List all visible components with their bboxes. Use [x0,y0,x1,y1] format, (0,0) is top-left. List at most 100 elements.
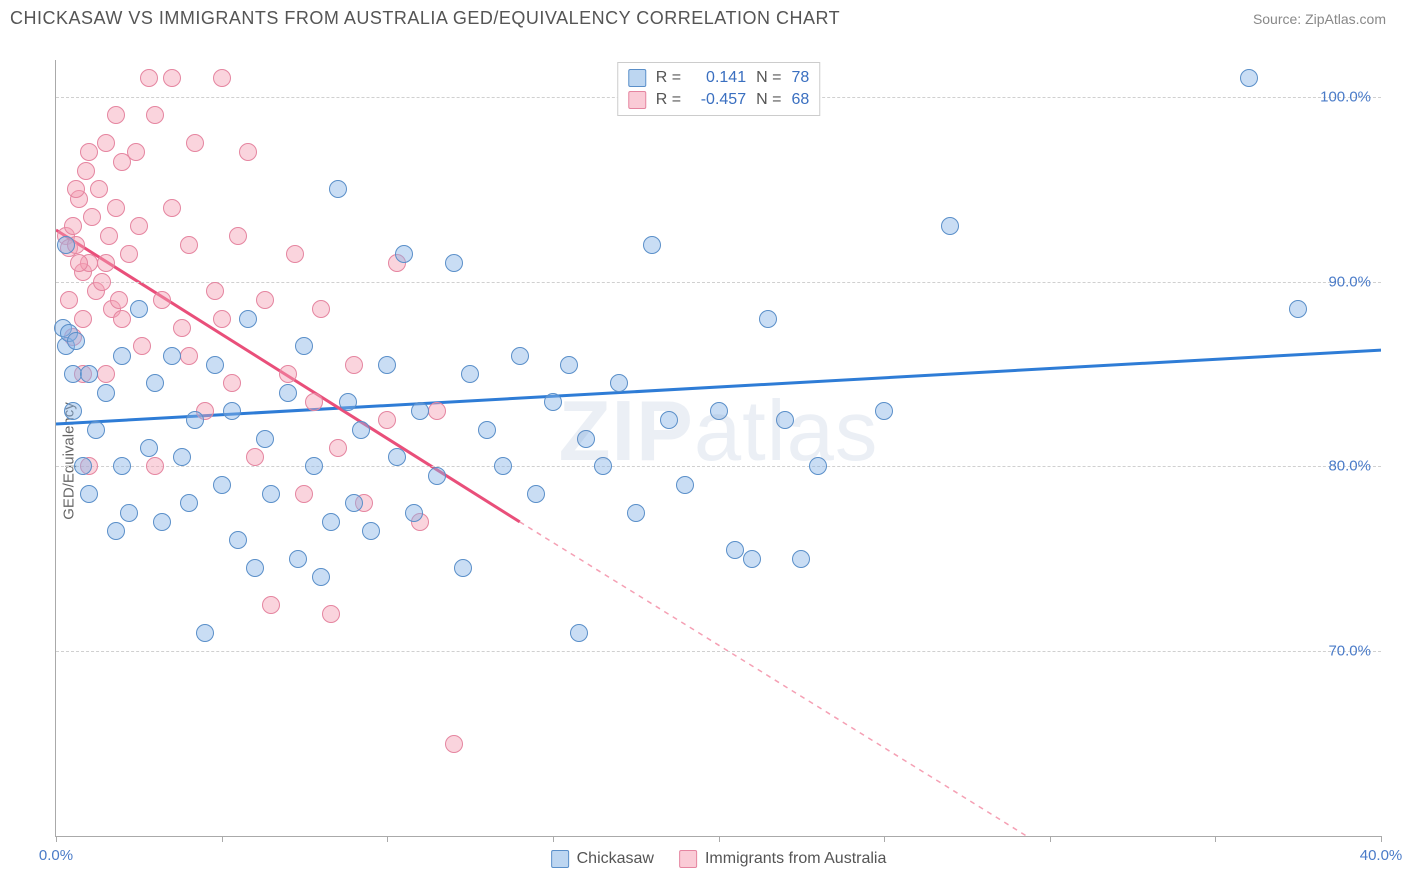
y-tick-label: 90.0% [1328,273,1371,290]
data-point [77,162,95,180]
y-tick-label: 100.0% [1320,88,1371,105]
data-point [74,457,92,475]
data-point [223,402,241,420]
y-tick-label: 70.0% [1328,643,1371,660]
data-point [676,476,694,494]
data-point [107,522,125,540]
data-point [173,448,191,466]
x-tick [1215,836,1216,842]
y-tick-label: 80.0% [1328,458,1371,475]
plot-area: ZIPatlas R = 0.141 N = 78 R = -0.457 N =… [55,60,1381,837]
data-point [120,245,138,263]
correlation-legend: R = 0.141 N = 78 R = -0.457 N = 68 [617,62,820,116]
source-label: Source: ZipAtlas.com [1253,11,1386,27]
data-point [395,245,413,263]
data-point [80,365,98,383]
x-tick-label: 0.0% [39,847,73,864]
data-point [1240,69,1258,87]
data-point [67,332,85,350]
data-point [146,457,164,475]
data-point [70,254,88,272]
data-point [97,254,115,272]
data-point [127,143,145,161]
data-point [180,236,198,254]
x-tick [884,836,885,842]
data-point [146,106,164,124]
swatch-blue-icon [628,69,646,87]
data-point [329,439,347,457]
data-point [246,559,264,577]
chart-container: GED/Equivalency ZIPatlas R = 0.141 N = 7… [10,40,1396,882]
data-point [305,393,323,411]
data-point [146,374,164,392]
data-point [256,430,274,448]
data-point [64,402,82,420]
data-point [941,217,959,235]
data-point [130,217,148,235]
data-point [378,356,396,374]
data-point [445,735,463,753]
data-point [256,291,274,309]
data-point [67,180,85,198]
data-point [660,411,678,429]
data-point [97,384,115,402]
x-tick [719,836,720,842]
data-point [186,411,204,429]
data-point [107,199,125,217]
data-point [776,411,794,429]
data-point [378,411,396,429]
data-point [229,227,247,245]
data-point [454,559,472,577]
data-point [710,402,728,420]
data-point [196,624,214,642]
data-point [110,291,128,309]
data-point [163,347,181,365]
data-point [560,356,578,374]
data-point [120,504,138,522]
data-point [726,541,744,559]
data-point [352,421,370,439]
series-legend: Chickasaw Immigrants from Australia [551,850,887,868]
x-tick [1381,836,1382,842]
data-point [93,273,111,291]
data-point [186,134,204,152]
data-point [478,421,496,439]
data-point [163,69,181,87]
swatch-blue-icon [551,850,569,868]
data-point [223,374,241,392]
data-point [60,291,78,309]
data-point [262,596,280,614]
data-point [411,402,429,420]
data-point [527,485,545,503]
data-point [544,393,562,411]
data-point [289,550,307,568]
data-point [339,393,357,411]
data-point [107,106,125,124]
data-point [64,217,82,235]
data-point [140,439,158,457]
gridline [56,282,1381,283]
data-point [362,522,380,540]
data-point [643,236,661,254]
data-point [163,199,181,217]
data-point [322,513,340,531]
data-point [570,624,588,642]
data-point [312,300,330,318]
data-point [875,402,893,420]
data-point [153,291,171,309]
data-point [405,504,423,522]
data-point [759,310,777,328]
data-point [113,457,131,475]
data-point [213,310,231,328]
data-point [83,208,101,226]
data-point [262,485,280,503]
data-point [388,448,406,466]
data-point [279,384,297,402]
data-point [577,430,595,448]
data-point [180,494,198,512]
data-point [743,550,761,568]
data-point [74,310,92,328]
data-point [97,365,115,383]
data-point [295,337,313,355]
data-point [57,236,75,254]
